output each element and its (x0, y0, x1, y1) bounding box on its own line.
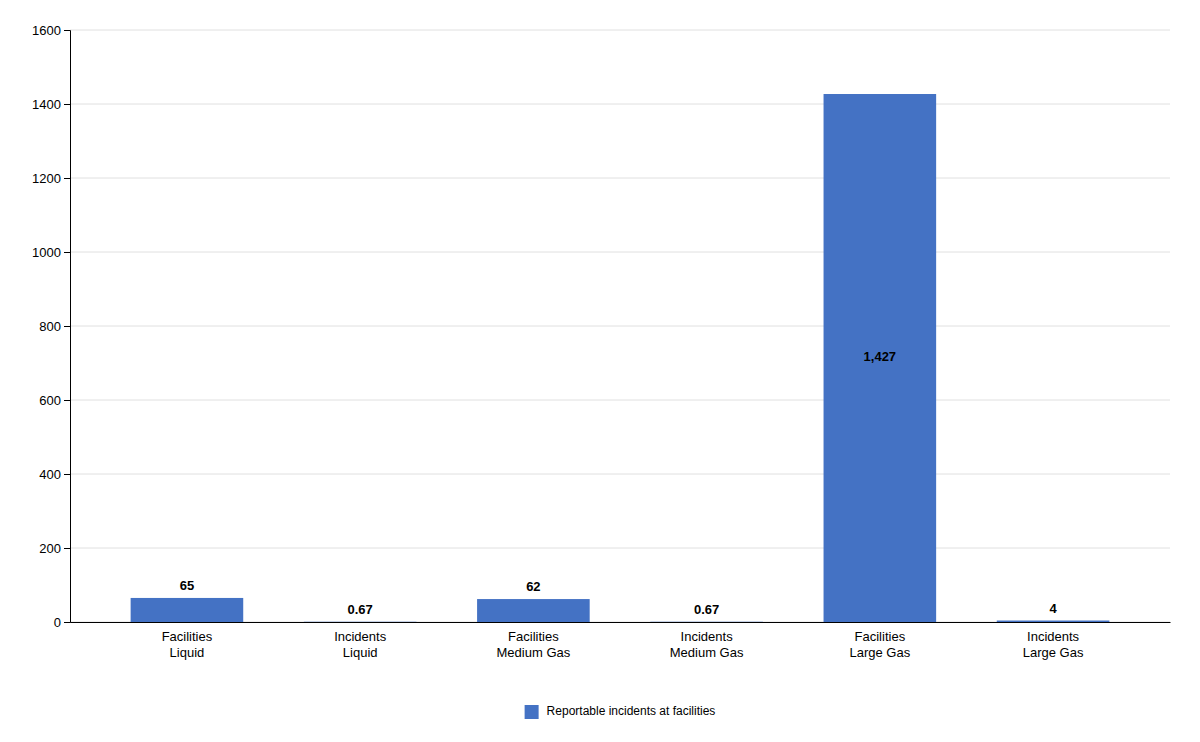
x-tick: FacilitiesLarge Gas (849, 622, 910, 660)
y-tick-mark (64, 474, 70, 475)
y-tick-mark (64, 30, 70, 31)
grid-line (70, 400, 1170, 401)
grid-line (70, 326, 1170, 327)
y-tick: 1000 (32, 245, 70, 260)
x-tick-label: IncidentsLiquid (334, 629, 387, 660)
y-tick-label: 400 (39, 467, 61, 482)
bars (131, 94, 1110, 622)
y-tick-mark (64, 104, 70, 105)
data-label: 1,427 (864, 349, 897, 364)
x-tick-label: FacilitiesLiquid (162, 629, 213, 660)
x-tick: IncidentsLiquid (334, 622, 387, 660)
y-axis: 0 200 400 600 800 1000 1200 1400 1600 (32, 23, 70, 630)
y-tick-mark (64, 178, 70, 179)
y-tick: 600 (39, 393, 70, 408)
x-tick-label: FacilitiesLarge Gas (849, 629, 910, 660)
grid-line (70, 548, 1170, 549)
y-axis-line (64, 31, 71, 623)
data-label: 62 (526, 579, 540, 594)
x-tick-label: IncidentsLarge Gas (1023, 629, 1084, 660)
y-tick: 0 (54, 615, 70, 630)
legend-swatch (525, 705, 539, 719)
y-tick: 1400 (32, 97, 70, 112)
x-tick: IncidentsLarge Gas (1023, 622, 1084, 660)
bar (477, 599, 590, 622)
y-tick-label: 1400 (32, 97, 61, 112)
y-tick-mark (64, 326, 70, 327)
bar (131, 598, 244, 622)
grid-line (70, 474, 1170, 475)
y-tick: 1200 (32, 171, 70, 186)
y-tick-mark (64, 622, 70, 623)
chart: 0 200 400 600 800 1000 1200 1400 1600 65 0.67 62 0.6… (0, 0, 1200, 742)
bar (997, 621, 1110, 622)
y-tick-label: 1600 (32, 23, 61, 38)
legend-item: Reportable incidents at facilities (525, 704, 716, 719)
bar (304, 621, 417, 622)
data-label: 0.67 (694, 602, 719, 617)
x-tick-label: IncidentsMedium Gas (670, 629, 744, 660)
bar (824, 94, 937, 622)
y-tick-label: 200 (39, 541, 61, 556)
legend-label: Reportable incidents at facilities (547, 704, 716, 718)
grid-line (70, 30, 1170, 31)
x-tick-label: FacilitiesMedium Gas (497, 629, 571, 660)
y-tick-mark (64, 400, 70, 401)
y-tick-label: 0 (54, 615, 61, 630)
x-axis: FacilitiesLiquid IncidentsLiquid Facilitie… (71, 622, 1171, 660)
data-label: 65 (180, 578, 194, 593)
y-tick-label: 800 (39, 319, 61, 334)
x-tick: FacilitiesLiquid (162, 622, 213, 660)
y-tick: 200 (39, 541, 70, 556)
plot: 0 200 400 600 800 1000 1200 1400 1600 65 0.67 62 0.6… (32, 23, 1170, 660)
y-tick-label: 600 (39, 393, 61, 408)
grid (70, 30, 1170, 622)
grid-line (70, 252, 1170, 253)
y-tick-label: 1200 (32, 171, 61, 186)
grid-line (70, 104, 1170, 105)
y-tick-mark (64, 548, 70, 549)
x-tick: FacilitiesMedium Gas (497, 622, 571, 660)
y-tick: 1600 (32, 23, 70, 38)
data-label: 4 (1049, 601, 1057, 616)
y-tick: 400 (39, 467, 70, 482)
x-tick: IncidentsMedium Gas (670, 622, 744, 660)
legend: Reportable incidents at facilities (525, 704, 716, 719)
y-tick-label: 1000 (32, 245, 61, 260)
grid-line (70, 178, 1170, 179)
bar (650, 621, 763, 622)
data-label: 0.67 (348, 602, 373, 617)
y-tick-mark (64, 252, 70, 253)
data-labels: 65 0.67 62 0.67 1,427 4 (180, 349, 1058, 616)
x-axis-line (71, 622, 1171, 623)
y-tick: 800 (39, 319, 70, 334)
